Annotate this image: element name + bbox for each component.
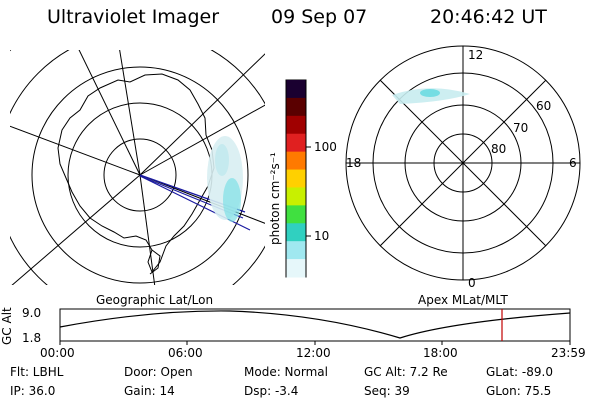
dsp-info: Dsp: -3.4 xyxy=(244,384,299,398)
image-time: 20:46:42 UT xyxy=(430,6,547,28)
colorbar-band xyxy=(286,151,306,171)
colorbar-tick-100: 100 xyxy=(314,140,337,154)
altitude-x-tick: 23:59 xyxy=(551,346,586,360)
colorbar-band xyxy=(286,97,306,117)
meridian-line xyxy=(139,53,265,176)
meridian-line xyxy=(139,104,265,176)
meridian-line xyxy=(139,174,156,285)
altitude-y-tick-min: 1.8 xyxy=(22,331,42,345)
mlt-label-6: 6 xyxy=(569,156,577,170)
colorbar-band xyxy=(286,223,306,242)
colorbar-band xyxy=(286,241,306,260)
meridian-line xyxy=(119,50,141,176)
altitude-curve xyxy=(59,310,571,339)
mode-info: Mode: Normal xyxy=(244,365,328,379)
colorbar-band xyxy=(286,133,306,153)
altitude-axis-title: GC Alt xyxy=(0,307,14,345)
lat-circle xyxy=(103,138,177,212)
ip-info: IP: 36.0 xyxy=(10,384,56,398)
colorbar xyxy=(285,79,311,278)
meridian-line xyxy=(11,174,141,285)
mlt-label-0: 0 xyxy=(468,276,476,290)
colorbar-band xyxy=(286,115,306,135)
colorbar-band xyxy=(286,80,306,99)
colorbar-band xyxy=(286,169,306,188)
altitude-x-tick: 00:00 xyxy=(40,346,75,360)
image-date: 09 Sep 07 xyxy=(271,6,368,28)
colorbar-tick-10: 10 xyxy=(314,229,330,243)
gc-alt-info: GC Alt: 7.2 Re xyxy=(364,365,448,379)
peninsula xyxy=(149,249,161,275)
mlt-line xyxy=(379,79,547,247)
altitude-x-tick: 18:00 xyxy=(423,346,458,360)
altitude-plot xyxy=(59,308,571,345)
door-info: Door: Open xyxy=(124,365,193,379)
mlat-label-80: 80 xyxy=(491,142,507,156)
lat-circle xyxy=(31,66,249,284)
right-panel-caption: Apex MLat/MLT xyxy=(418,293,508,307)
mlt-label-12: 12 xyxy=(468,48,484,62)
mlat-mlt-polar-plot xyxy=(345,45,581,281)
colorbar-band xyxy=(286,187,306,206)
glon-info: GLon: 75.5 xyxy=(486,384,552,398)
meridian-line xyxy=(78,50,141,176)
instrument-title: Ultraviolet Imager xyxy=(47,6,220,28)
altitude-y-tick-max: 9.0 xyxy=(22,306,42,320)
meridian-line xyxy=(10,125,141,176)
meridian-line xyxy=(139,174,265,224)
altitude-x-tick: 06:00 xyxy=(168,346,203,360)
altitude-x-tick: 12:00 xyxy=(296,346,331,360)
glat-info: GLat: -89.0 xyxy=(486,365,553,379)
seq-info: Seq: 39 xyxy=(364,384,410,398)
altitude-plot-frame xyxy=(59,308,571,342)
colorbar-band xyxy=(286,259,306,278)
mlat-label-70: 70 xyxy=(513,121,529,135)
antarctica-coastline xyxy=(57,73,215,273)
aurora-emission-right xyxy=(392,88,470,104)
mlt-label-18: 18 xyxy=(346,156,362,170)
gain-info: Gain: 14 xyxy=(124,384,175,398)
left-panel-caption: Geographic Lat/Lon xyxy=(96,293,214,307)
colorbar-unit: photon cm⁻²s⁻¹ xyxy=(268,152,282,245)
filter-info: Flt: LBHL xyxy=(10,365,64,379)
colorbar-band xyxy=(286,205,306,224)
mlat-label-60: 60 xyxy=(536,99,552,113)
aurora-emission-left xyxy=(207,136,243,222)
